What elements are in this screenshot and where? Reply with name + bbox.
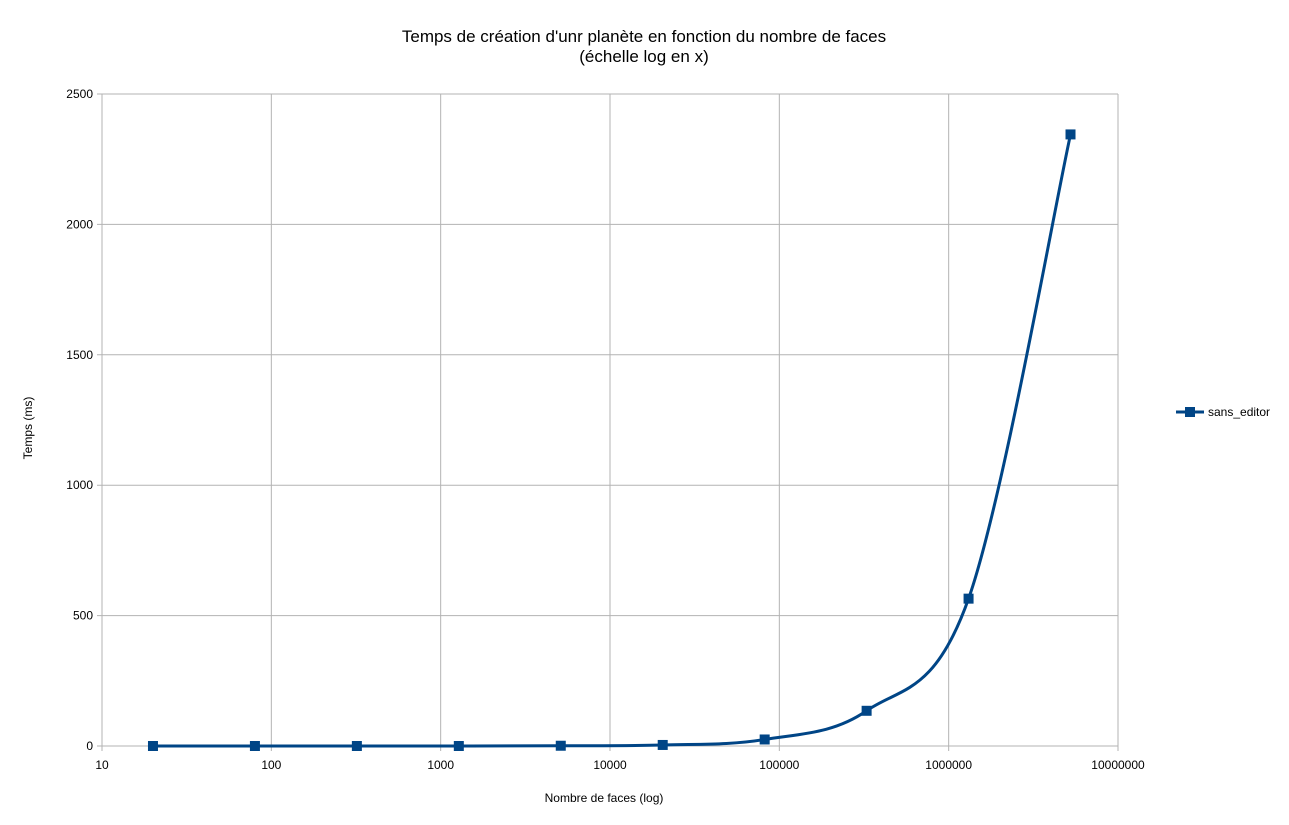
grid: [97, 93, 1119, 751]
data-point: [657, 739, 668, 750]
data-point: [147, 741, 158, 751]
x-tick-labels: 10 100 1000 10000 100000 1000000 10000000: [95, 758, 1145, 772]
y-tick-labels: 0 500 1000 1500 2000 2500: [66, 87, 93, 753]
y-tick-label: 2500: [66, 87, 93, 101]
legend-label: sans_editor: [1208, 405, 1270, 419]
data-point: [249, 741, 260, 751]
chart-title: Temps de création d'unr planète en fonct…: [402, 27, 886, 46]
series-group: [147, 129, 1076, 751]
x-tick-label: 10000: [593, 758, 627, 772]
data-point: [453, 741, 464, 751]
x-tick-label: 1000: [427, 758, 454, 772]
data-point: [1065, 129, 1076, 140]
chart-subtitle: (échelle log en x): [579, 47, 708, 66]
x-tick-label: 100: [261, 758, 281, 772]
x-tick-label: 100000: [759, 758, 799, 772]
x-tick-label: 10000000: [1091, 758, 1145, 772]
series-line-sans_editor: [152, 134, 1072, 748]
y-tick-label: 1000: [66, 478, 93, 492]
y-axis-label: Temps (ms): [21, 397, 35, 460]
data-point: [861, 705, 872, 716]
y-tick-label: 1500: [66, 348, 93, 362]
y-tick-label: 0: [86, 739, 93, 753]
x-tick-label: 1000000: [925, 758, 972, 772]
legend: sans_editor: [1176, 405, 1270, 419]
data-point: [351, 741, 362, 751]
data-point: [759, 734, 770, 745]
legend-marker: [1185, 407, 1195, 417]
x-tick-label: 10: [95, 758, 109, 772]
y-tick-label: 2000: [66, 217, 93, 231]
data-point: [963, 593, 974, 604]
y-tick-label: 500: [73, 609, 93, 623]
data-point: [555, 740, 566, 751]
x-axis-label: Nombre de faces (log): [545, 791, 664, 805]
